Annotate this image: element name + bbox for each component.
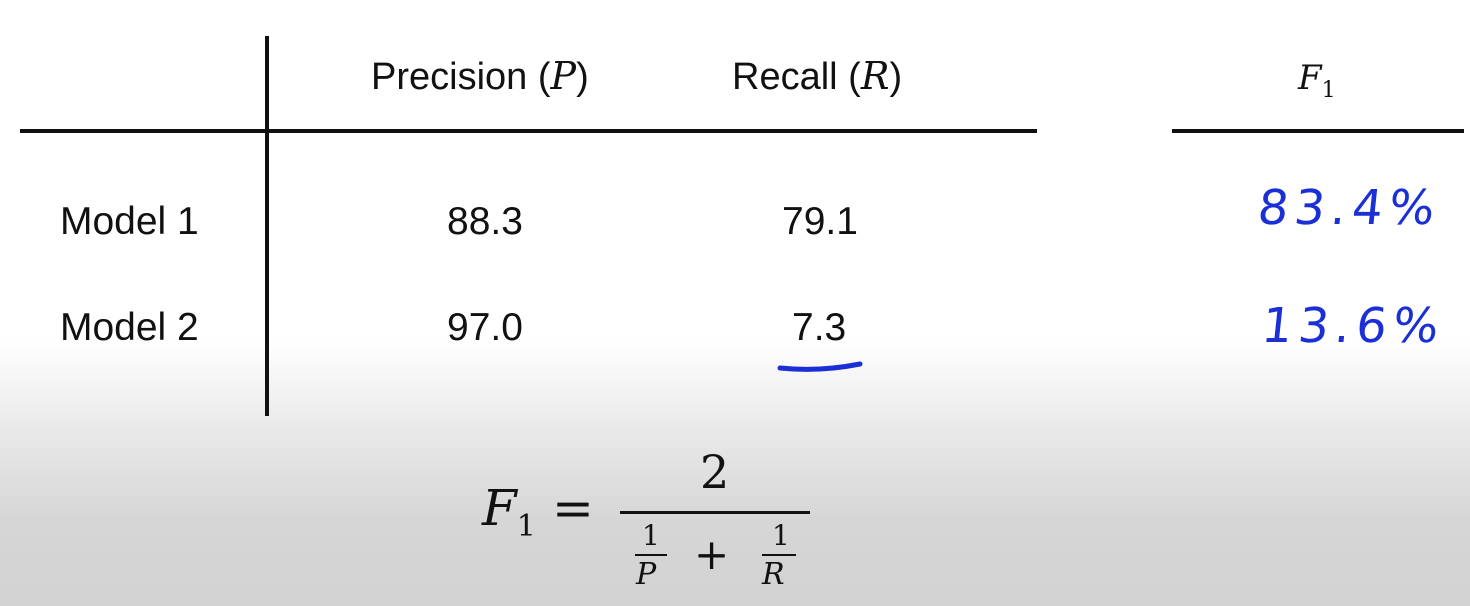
- term-1-bar: [635, 554, 667, 556]
- term-1-numerator: 1: [642, 519, 660, 552]
- f1-formula: F1 = 2 1 P + 1 R: [482, 440, 822, 600]
- model-2-precision: 97.0: [447, 306, 523, 349]
- term-2-numerator: 1: [772, 519, 790, 552]
- handwritten-underline: [777, 361, 863, 372]
- handwritten-f1-model-1: 83.4%: [1255, 180, 1444, 236]
- formula-plus: +: [694, 530, 730, 579]
- model-1-recall: 79.1: [782, 200, 858, 243]
- recall-header: Recall (R): [732, 54, 903, 98]
- term-2-bar: [762, 554, 796, 556]
- f1-header-rule: [1172, 129, 1464, 133]
- f1-header: F1: [1298, 58, 1336, 103]
- formula-numerator: 2: [700, 445, 730, 499]
- term-1-denominator: P: [636, 557, 657, 592]
- model-2-recall: 7.3: [792, 306, 847, 349]
- model-2-label: Model 2: [60, 306, 199, 349]
- term-2-denominator: R: [762, 557, 785, 592]
- model-1-precision: 88.3: [447, 200, 523, 243]
- precision-header: Precision (P): [371, 54, 589, 98]
- formula-lhs: F1: [482, 479, 536, 544]
- table-header-rule: [20, 129, 1037, 133]
- handwritten-f1-model-2: 13.6%: [1259, 298, 1448, 354]
- formula-equals: =: [552, 479, 594, 537]
- model-1-label: Model 1: [60, 200, 199, 243]
- table-vertical-rule: [265, 36, 269, 416]
- fraction-bar: [620, 511, 810, 514]
